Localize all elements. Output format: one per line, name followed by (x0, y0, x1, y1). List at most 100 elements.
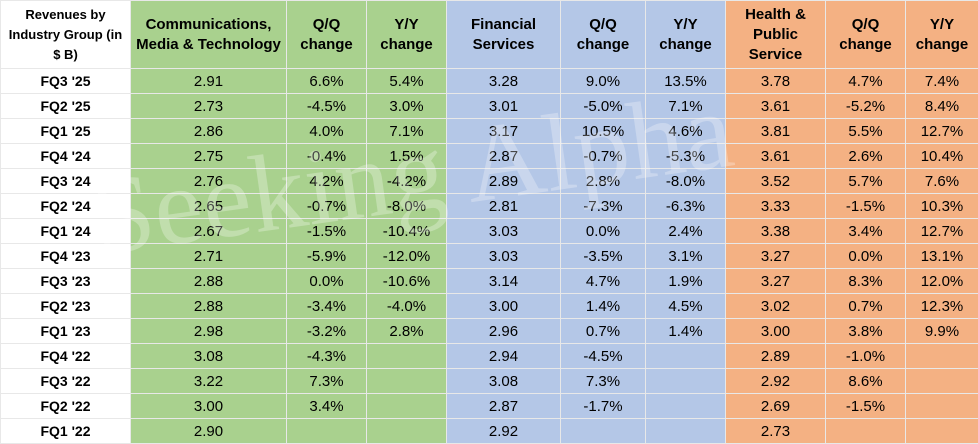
table-cell: 4.6% (646, 119, 726, 144)
header-row: Revenues by Industry Group (in $ B)Commu… (1, 1, 978, 69)
table-cell (906, 394, 978, 419)
table-cell: 3.00 (447, 294, 561, 319)
table-cell: -1.5% (826, 394, 906, 419)
row-label: FQ4 '24 (1, 144, 131, 169)
table-cell: 2.89 (726, 344, 826, 369)
table-cell: 10.3% (906, 194, 978, 219)
row-label: FQ3 '22 (1, 369, 131, 394)
table-cell: 10.5% (561, 119, 646, 144)
table-cell: 6.6% (287, 69, 367, 94)
table-cell: 3.52 (726, 169, 826, 194)
table-cell: 3.0% (367, 94, 447, 119)
table-cell: -12.0% (367, 244, 447, 269)
table-cell: 2.92 (726, 369, 826, 394)
table-cell: -10.6% (367, 269, 447, 294)
table-cell: 5.4% (367, 69, 447, 94)
table-cell: 2.4% (646, 219, 726, 244)
table-cell: 9.0% (561, 69, 646, 94)
table-cell (367, 369, 447, 394)
table-cell: 12.7% (906, 119, 978, 144)
table-cell: 2.67 (131, 219, 287, 244)
table-cell (367, 394, 447, 419)
header-cell: Q/Q change (561, 1, 646, 69)
table-cell: 3.14 (447, 269, 561, 294)
table-cell (826, 419, 906, 444)
table-cell: 3.28 (447, 69, 561, 94)
table-cell: 2.86 (131, 119, 287, 144)
table-cell: 13.5% (646, 69, 726, 94)
table-cell: 2.76 (131, 169, 287, 194)
header-cell: Y/Y change (906, 1, 978, 69)
table-cell: 3.61 (726, 144, 826, 169)
table-cell: 2.71 (131, 244, 287, 269)
table-cell: 2.90 (131, 419, 287, 444)
table-cell: 7.3% (287, 369, 367, 394)
table-cell (906, 369, 978, 394)
table-cell: 3.03 (447, 219, 561, 244)
table-cell: 3.38 (726, 219, 826, 244)
table-cell (906, 419, 978, 444)
header-cell: Revenues by Industry Group (in $ B) (1, 1, 131, 69)
table-cell: 2.89 (447, 169, 561, 194)
table-cell: 2.87 (447, 394, 561, 419)
table-cell: 5.5% (826, 119, 906, 144)
table-cell: 3.61 (726, 94, 826, 119)
table-cell: -5.3% (646, 144, 726, 169)
table-cell: 3.00 (726, 319, 826, 344)
table-cell: 3.27 (726, 269, 826, 294)
table-cell: 2.73 (131, 94, 287, 119)
table-cell: 7.4% (906, 69, 978, 94)
table-cell: 4.7% (826, 69, 906, 94)
table-cell: -3.4% (287, 294, 367, 319)
table-cell: 7.1% (367, 119, 447, 144)
table-cell: 8.3% (826, 269, 906, 294)
row-label: FQ2 '23 (1, 294, 131, 319)
header-cell: Financial Services (447, 1, 561, 69)
table-cell: 4.0% (287, 119, 367, 144)
table-cell: 12.3% (906, 294, 978, 319)
table-cell: 2.69 (726, 394, 826, 419)
header-cell: Y/Y change (646, 1, 726, 69)
table-cell: -6.3% (646, 194, 726, 219)
table-cell: 7.3% (561, 369, 646, 394)
table-cell: 1.5% (367, 144, 447, 169)
row-label: FQ4 '23 (1, 244, 131, 269)
table-cell: 2.73 (726, 419, 826, 444)
table-cell: 2.8% (561, 169, 646, 194)
table-cell: 3.1% (646, 244, 726, 269)
table-cell: 12.0% (906, 269, 978, 294)
table-cell (646, 419, 726, 444)
table-cell: -5.2% (826, 94, 906, 119)
table-cell: 3.17 (447, 119, 561, 144)
table-cell: 3.81 (726, 119, 826, 144)
table-cell: 8.4% (906, 94, 978, 119)
table-cell: 2.87 (447, 144, 561, 169)
table-cell: 2.96 (447, 319, 561, 344)
table-cell: 2.75 (131, 144, 287, 169)
table-cell (646, 394, 726, 419)
table-cell: 0.0% (826, 244, 906, 269)
table-cell: -1.0% (826, 344, 906, 369)
table-cell: 10.4% (906, 144, 978, 169)
row-label: FQ1 '24 (1, 219, 131, 244)
table-cell: -4.2% (367, 169, 447, 194)
table-cell: 3.03 (447, 244, 561, 269)
table-cell: 0.7% (826, 294, 906, 319)
table-cell: 3.22 (131, 369, 287, 394)
table-cell: -4.5% (287, 94, 367, 119)
table-cell: 12.7% (906, 219, 978, 244)
table-cell: 3.8% (826, 319, 906, 344)
row-label: FQ2 '22 (1, 394, 131, 419)
header-cell: Q/Q change (287, 1, 367, 69)
